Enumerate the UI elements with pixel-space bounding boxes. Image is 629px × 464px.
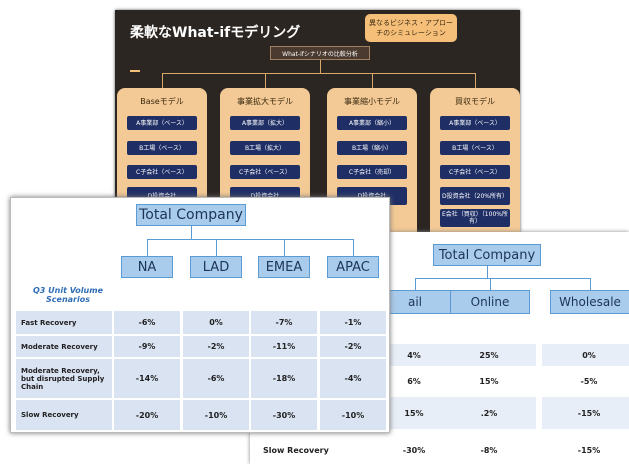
table-cell: -14% bbox=[114, 359, 180, 398]
connector bbox=[147, 239, 148, 256]
region-box: APAC bbox=[327, 256, 379, 278]
item-box: C子会社（売却） bbox=[337, 165, 407, 179]
table-cell: -6% bbox=[183, 359, 249, 398]
item-box: B工場（拡大） bbox=[230, 141, 300, 155]
table-cell: .2% bbox=[442, 397, 536, 429]
connector bbox=[590, 278, 591, 290]
channel-box: Online bbox=[450, 290, 530, 314]
table-cell: -20% bbox=[114, 400, 180, 430]
connector bbox=[191, 226, 192, 239]
table-cell: -15% bbox=[542, 436, 629, 464]
connector bbox=[475, 73, 476, 88]
accent bbox=[130, 70, 140, 72]
item-box: A事業部（ベース） bbox=[127, 116, 197, 130]
item-box: C子会社（ベース） bbox=[440, 165, 510, 179]
row-label: Slow Recovery bbox=[258, 436, 353, 464]
region-box: EMEA bbox=[258, 256, 310, 278]
item-box: D投資会社（20%所有） bbox=[440, 187, 510, 205]
column-label: 買収モデル bbox=[455, 96, 495, 106]
connector bbox=[284, 239, 285, 256]
table-cell: 25% bbox=[442, 344, 536, 366]
root-box: What-ifシナリオの比較分析 bbox=[270, 46, 370, 60]
table-cell: 6% bbox=[367, 370, 461, 392]
slide-front: Total Company Q3 Unit Volume Scenarios N… bbox=[10, 197, 390, 433]
row-label: Moderate Recovery, but disrupted Supply … bbox=[16, 359, 112, 398]
table-cell: -1% bbox=[320, 311, 386, 334]
connector bbox=[487, 266, 488, 278]
column-label: Baseモデル bbox=[140, 96, 184, 106]
table-cell: -11% bbox=[251, 336, 317, 357]
table-cell: 0% bbox=[542, 344, 629, 366]
root-box: Total Company bbox=[433, 244, 541, 266]
table-cell: -4% bbox=[320, 359, 386, 398]
root-box: Total Company bbox=[136, 204, 246, 226]
table-cell: -18% bbox=[251, 359, 317, 398]
table-cell: -10% bbox=[320, 400, 386, 430]
item-box: C子会社（ベース） bbox=[230, 165, 300, 179]
region-box: LAD bbox=[190, 256, 242, 278]
channel-box: Wholesale bbox=[550, 290, 629, 314]
table-cell: -8% bbox=[442, 436, 536, 464]
connector bbox=[415, 278, 590, 279]
connector bbox=[162, 73, 163, 88]
item-box: B工場（縮小） bbox=[337, 141, 407, 155]
table-cell: -7% bbox=[251, 311, 317, 334]
column-label: 事業拡大モデル bbox=[237, 96, 293, 106]
table-cell: -2% bbox=[183, 336, 249, 357]
connector bbox=[372, 73, 373, 88]
item-box: A事業部（拡大） bbox=[230, 116, 300, 130]
connector bbox=[162, 73, 475, 74]
connector bbox=[353, 239, 354, 256]
title: 柔軟なWhat-ifモデリング bbox=[130, 25, 301, 41]
caption: Q3 Unit Volume Scenarios bbox=[33, 286, 103, 304]
connector bbox=[147, 239, 353, 240]
table-cell: -10% bbox=[183, 400, 249, 430]
region-box: NA bbox=[121, 256, 173, 278]
table-cell: -2% bbox=[320, 336, 386, 357]
item-box: B工場（ベース） bbox=[440, 141, 510, 155]
row-label: Moderate Recovery bbox=[16, 336, 112, 357]
item-box: B工場（ベース） bbox=[127, 141, 197, 155]
table-cell: -15% bbox=[542, 397, 629, 429]
item-box: C子会社（ベース） bbox=[127, 165, 197, 179]
table-cell: -6% bbox=[114, 311, 180, 334]
table-cell: 15% bbox=[442, 370, 536, 392]
item-box: A事業部（ベース） bbox=[440, 116, 510, 130]
table-cell: -30% bbox=[251, 400, 317, 430]
connector bbox=[320, 60, 321, 73]
connector bbox=[216, 239, 217, 256]
connector bbox=[415, 278, 416, 290]
row-label: Fast Recovery bbox=[16, 311, 112, 334]
table-cell: -5% bbox=[542, 370, 629, 392]
item-box: A事業部（縮小） bbox=[337, 116, 407, 130]
table-cell: 0% bbox=[183, 311, 249, 334]
table-cell: 4% bbox=[367, 344, 461, 366]
connector bbox=[265, 73, 266, 88]
item-box: E会社（買収）（100%所有） bbox=[440, 209, 510, 227]
connector bbox=[490, 278, 491, 290]
table-cell: -9% bbox=[114, 336, 180, 357]
callout: 異なるビジネス・アプローチのシミュレーション bbox=[365, 14, 457, 42]
row-label: Slow Recovery bbox=[16, 400, 112, 430]
model-column: 買収モデル A事業部（ベース） B工場（ベース） C子会社（ベース） D投資会社（20%… bbox=[430, 88, 520, 242]
column-label: 事業縮小モデル bbox=[344, 96, 400, 106]
